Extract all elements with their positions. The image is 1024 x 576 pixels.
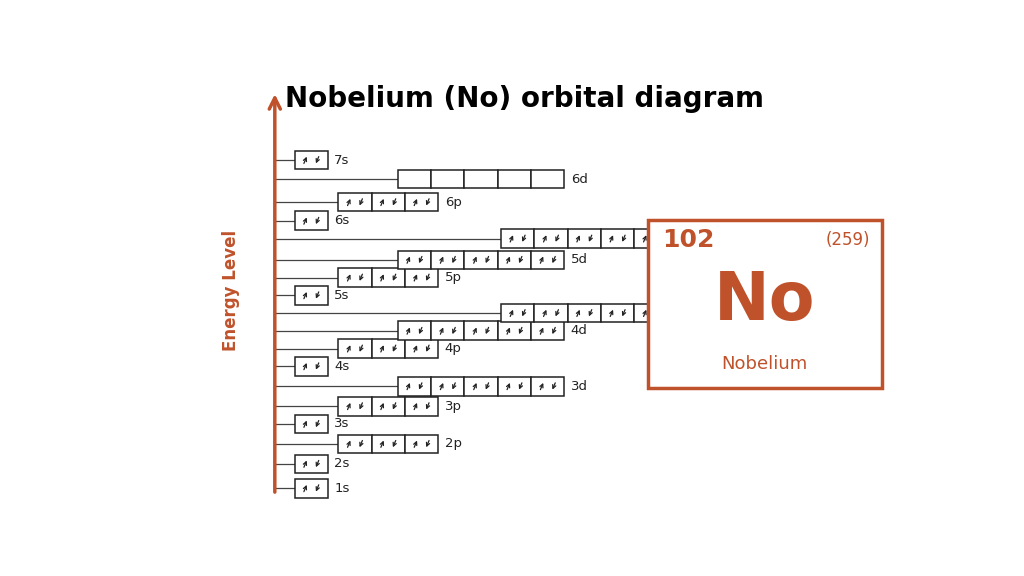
Text: 5d: 5d <box>570 253 588 266</box>
Bar <box>372 268 404 287</box>
Bar <box>295 357 328 376</box>
Bar <box>601 229 634 248</box>
Bar <box>338 339 372 358</box>
Bar <box>404 339 438 358</box>
Text: 4d: 4d <box>570 324 588 338</box>
Bar <box>397 321 431 340</box>
Text: 3p: 3p <box>444 400 462 412</box>
Bar <box>535 304 567 323</box>
Bar <box>531 170 564 188</box>
Bar <box>465 377 498 396</box>
Bar <box>634 304 668 323</box>
Bar <box>372 397 404 415</box>
Text: 5p: 5p <box>444 271 462 284</box>
Bar <box>601 304 634 323</box>
Bar <box>501 229 535 248</box>
Bar <box>701 229 734 248</box>
Text: 4p: 4p <box>444 342 462 355</box>
Bar <box>634 229 668 248</box>
Bar <box>338 268 372 287</box>
Text: 6p: 6p <box>444 196 462 209</box>
Bar <box>372 434 404 453</box>
Bar <box>501 304 535 323</box>
Bar <box>648 220 882 388</box>
Bar <box>372 193 404 211</box>
Bar <box>295 286 328 305</box>
Text: 3d: 3d <box>570 380 588 393</box>
Text: 102: 102 <box>663 228 715 252</box>
Bar <box>498 170 531 188</box>
Text: Nobelium: Nobelium <box>722 355 808 373</box>
Bar <box>498 377 531 396</box>
Text: (259): (259) <box>825 231 870 249</box>
Bar <box>531 251 564 269</box>
Bar <box>295 415 328 433</box>
Text: 4s: 4s <box>334 360 349 373</box>
Text: 5s: 5s <box>334 289 350 302</box>
Bar <box>431 170 465 188</box>
Bar <box>567 229 601 248</box>
Bar <box>338 434 372 453</box>
Bar <box>397 377 431 396</box>
Bar <box>397 251 431 269</box>
Bar <box>465 251 498 269</box>
Bar <box>404 193 438 211</box>
Bar <box>295 454 328 473</box>
Text: 6d: 6d <box>570 173 588 185</box>
Bar <box>295 151 328 169</box>
Bar <box>535 229 567 248</box>
Text: 7s: 7s <box>334 154 350 166</box>
Bar <box>295 211 328 230</box>
Text: Energy Level: Energy Level <box>222 230 241 351</box>
Bar <box>531 377 564 396</box>
Bar <box>465 170 498 188</box>
Text: 5f: 5f <box>740 232 754 245</box>
Bar <box>404 434 438 453</box>
Bar <box>397 170 431 188</box>
Bar <box>498 321 531 340</box>
Bar <box>372 339 404 358</box>
Bar <box>668 304 701 323</box>
Text: 4f: 4f <box>740 306 754 320</box>
Text: 3s: 3s <box>334 418 350 430</box>
Text: No: No <box>714 268 815 334</box>
Bar <box>668 229 701 248</box>
Bar <box>295 479 328 498</box>
Bar <box>431 251 465 269</box>
Text: 6s: 6s <box>334 214 349 228</box>
Bar <box>567 304 601 323</box>
Bar <box>498 251 531 269</box>
Bar <box>701 304 734 323</box>
Bar <box>404 268 438 287</box>
Text: 2p: 2p <box>444 437 462 450</box>
Bar <box>531 321 564 340</box>
Bar <box>338 397 372 415</box>
Bar <box>404 397 438 415</box>
Bar <box>465 321 498 340</box>
Text: 1s: 1s <box>334 482 350 495</box>
Bar <box>431 377 465 396</box>
Text: 2s: 2s <box>334 457 350 471</box>
Text: Nobelium (No) orbital diagram: Nobelium (No) orbital diagram <box>286 85 764 113</box>
Bar <box>338 193 372 211</box>
Bar <box>431 321 465 340</box>
